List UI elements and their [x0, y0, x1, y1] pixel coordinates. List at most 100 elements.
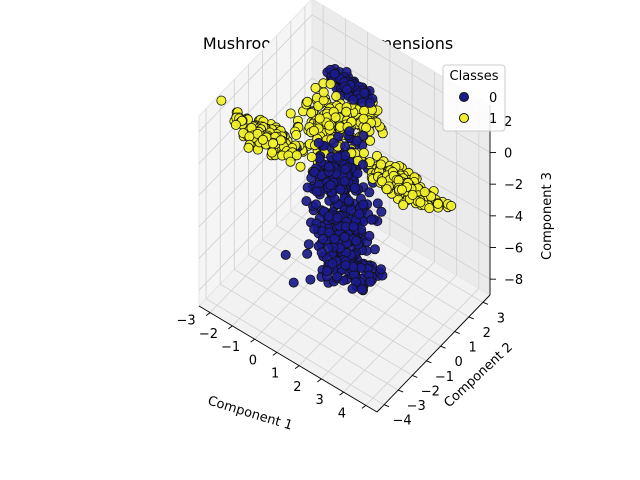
scatter-points [216, 64, 457, 296]
x-tick-label: 4 [338, 406, 346, 421]
scatter-point-class-1 [243, 142, 254, 153]
y-axis-line [376, 294, 491, 413]
scatter-point-class-0 [372, 198, 383, 209]
scatter-point-class-0 [347, 283, 358, 294]
scatter-point-class-1 [306, 108, 317, 119]
z-tick-label: 2 [504, 115, 512, 130]
scatter-point-class-1 [230, 119, 241, 130]
scatter-point-class-0 [344, 126, 355, 137]
z-tick-label: −4 [504, 210, 523, 225]
scatter-point-class-0 [303, 239, 314, 250]
grid-line [219, 283, 399, 391]
scatter-point-class-1 [266, 147, 277, 158]
scatter-point-class-1 [267, 138, 278, 149]
grid-line [343, 274, 457, 393]
y-tick-mark [412, 375, 418, 378]
scatter-point-class-0 [323, 161, 334, 172]
z-tick-label: −6 [504, 242, 523, 257]
scatter-point-class-0 [365, 276, 376, 287]
scatter-point-class-1 [381, 184, 392, 195]
scatter-point-class-0 [332, 212, 343, 223]
scatter-point-class-1 [415, 197, 426, 208]
x-tick-label: 2 [293, 380, 301, 395]
x-tick-label: 3 [315, 393, 323, 408]
scatter-point-class-0 [329, 233, 340, 244]
y-tick-mark [398, 389, 404, 393]
x-tick-label: −2 [199, 327, 218, 342]
scatter-point-class-1 [358, 113, 369, 124]
scatter-point-class-1 [407, 189, 418, 200]
legend-frame [442, 64, 506, 132]
y-tick-mark [383, 404, 390, 408]
scatter-point-class-0 [325, 180, 336, 191]
scatter-point-class-0 [302, 182, 313, 193]
scatter-point-class-0 [316, 247, 327, 258]
x-axis-line [198, 305, 378, 413]
scatter-point-class-1 [310, 82, 321, 93]
scatter-point-class-1 [424, 203, 435, 214]
scatter-point-class-1 [358, 147, 369, 158]
scatter-point-class-1 [291, 129, 302, 140]
scatter-point-class-1 [291, 150, 302, 161]
scatter-point-class-1 [285, 156, 296, 167]
z-tick-label: 0 [504, 147, 512, 162]
scatter-point-class-0 [357, 159, 368, 170]
legend-marker-1 [459, 113, 469, 123]
grid-line [198, 172, 313, 291]
x-tick-mark [205, 312, 211, 316]
scatter-point-class-0 [323, 211, 334, 222]
x-tick-mark [228, 325, 233, 330]
scatter-point-class-0 [311, 186, 322, 197]
scatter-point-class-1 [365, 135, 376, 146]
x-tick-mark [361, 405, 367, 409]
x-tick-label: 0 [249, 353, 257, 368]
scatter-point-class-1 [375, 159, 386, 170]
scatter-point-class-0 [369, 244, 380, 255]
scatter-point-class-0 [339, 232, 350, 243]
y-tick-label: −4 [393, 414, 412, 429]
scatter-point-class-1 [324, 120, 335, 131]
scatter-point-class-0 [358, 199, 369, 210]
scatter-point-class-1 [308, 125, 319, 136]
scatter-point-class-0 [327, 258, 338, 269]
scatter-point-class-0 [322, 266, 333, 277]
grid-line [276, 235, 391, 353]
scatter-point-class-1 [325, 78, 336, 89]
scatter-point-class-0 [349, 182, 360, 193]
scatter-point-class-0 [343, 195, 354, 206]
scatter-point-class-0 [364, 97, 375, 108]
scatter-point-class-1 [377, 176, 388, 187]
scatter-point-class-1 [285, 108, 296, 119]
scatter-point-class-1 [398, 200, 409, 211]
scatter-point-class-0 [310, 199, 321, 210]
scatter-point-class-1 [318, 87, 329, 98]
x-tick-mark [339, 391, 344, 396]
scatter-point-class-0 [358, 130, 369, 141]
z-tick-label: −8 [504, 273, 523, 288]
scatter-point-class-1 [302, 96, 313, 107]
y-tick-label: 3 [497, 311, 505, 326]
x-tick-mark [272, 352, 278, 356]
scatter-point-class-0 [340, 260, 351, 271]
scatter-point-class-0 [351, 235, 362, 246]
y-tick-mark [468, 316, 474, 320]
legend-title: Classes [450, 69, 499, 84]
scatter-point-class-1 [306, 151, 317, 162]
scatter-point-class-0 [376, 206, 387, 217]
y-tick-mark [482, 301, 489, 305]
z-tick-label: −2 [504, 178, 523, 193]
grid-line [311, 46, 491, 153]
scatter-point-class-0 [340, 141, 351, 152]
scatter-point-class-0 [364, 230, 375, 241]
scatter-point-class-0 [317, 233, 328, 244]
scatter-point-class-0 [375, 264, 386, 275]
scatter-point-class-0 [359, 87, 370, 98]
scatter-point-class-0 [341, 84, 352, 95]
scatter-point-class-0 [339, 176, 350, 187]
scatter-point-class-1 [314, 113, 325, 124]
y-tick-label: −3 [407, 399, 426, 414]
scatter-point-class-1 [331, 91, 342, 102]
y-tick-label: −1 [435, 370, 454, 385]
scatter-point-class-0 [366, 214, 377, 225]
z-axis-label: Component 3 [540, 172, 555, 260]
